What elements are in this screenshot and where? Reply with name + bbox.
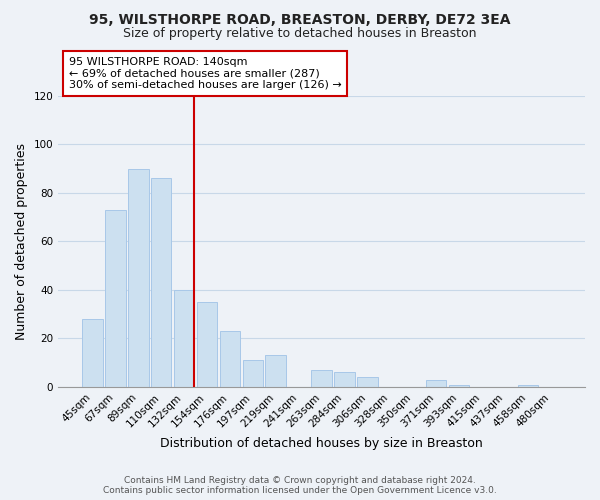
Bar xyxy=(220,331,240,387)
Text: Contains HM Land Registry data © Crown copyright and database right 2024.: Contains HM Land Registry data © Crown c… xyxy=(124,476,476,485)
Bar xyxy=(82,319,103,387)
Bar xyxy=(426,380,446,387)
Bar xyxy=(242,360,263,387)
Bar xyxy=(449,384,469,387)
Bar xyxy=(128,168,149,387)
Bar xyxy=(334,372,355,387)
Bar xyxy=(174,290,194,387)
Text: 95, WILSTHORPE ROAD, BREASTON, DERBY, DE72 3EA: 95, WILSTHORPE ROAD, BREASTON, DERBY, DE… xyxy=(89,12,511,26)
Text: Contains public sector information licensed under the Open Government Licence v3: Contains public sector information licen… xyxy=(103,486,497,495)
Bar xyxy=(265,356,286,387)
Bar xyxy=(105,210,125,387)
Bar xyxy=(518,384,538,387)
Bar xyxy=(197,302,217,387)
Bar xyxy=(151,178,172,387)
Text: 95 WILSTHORPE ROAD: 140sqm
← 69% of detached houses are smaller (287)
30% of sem: 95 WILSTHORPE ROAD: 140sqm ← 69% of deta… xyxy=(69,57,341,90)
Bar xyxy=(357,377,378,387)
X-axis label: Distribution of detached houses by size in Breaston: Distribution of detached houses by size … xyxy=(160,437,483,450)
Y-axis label: Number of detached properties: Number of detached properties xyxy=(15,143,28,340)
Bar xyxy=(311,370,332,387)
Text: Size of property relative to detached houses in Breaston: Size of property relative to detached ho… xyxy=(123,28,477,40)
